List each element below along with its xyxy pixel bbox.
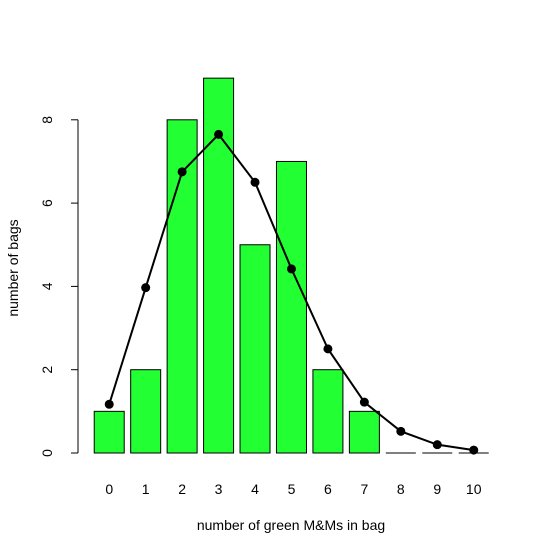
line-point-8: [396, 426, 406, 436]
x-tick-label: 10: [466, 481, 482, 497]
line-point-9: [432, 440, 442, 450]
bar-0: [93, 410, 125, 454]
line-point-6: [323, 344, 333, 354]
bar-1: [130, 369, 162, 454]
x-tick-label: 7: [360, 481, 368, 497]
x-axis-label: number of green M&Ms in bag: [197, 517, 385, 533]
line-point-5: [286, 264, 296, 274]
bars-group: [93, 77, 489, 454]
x-tick-label: 2: [178, 481, 186, 497]
line-point-2: [177, 167, 187, 177]
x-tick-label: 9: [433, 481, 441, 497]
x-tick-label: 0: [105, 481, 113, 497]
bar-3: [203, 77, 235, 454]
line-point-7: [359, 397, 369, 407]
x-tick-label: 4: [251, 481, 259, 497]
x-tick-labels: 0 1 2 3 4 5 6 7 8 9 10: [105, 481, 481, 497]
y-axis-label: number of bags: [5, 219, 21, 316]
x-tick-label: 8: [397, 481, 405, 497]
line-point-0: [104, 399, 114, 409]
y-tick-label: 2: [39, 366, 55, 374]
y-tick-label: 4: [39, 282, 55, 290]
bar-6: [312, 369, 344, 454]
bar-4: [239, 244, 271, 454]
y-axis: 0 2 4 6 8: [39, 116, 79, 457]
line-series-group: [104, 129, 479, 455]
bar-5: [275, 160, 307, 454]
line-point-1: [141, 283, 151, 293]
line-point-10: [469, 445, 479, 455]
y-tick-label: 6: [39, 199, 55, 207]
y-tick-label: 8: [39, 116, 55, 124]
x-tick-label: 6: [324, 481, 332, 497]
x-tick-label: 5: [288, 481, 296, 497]
bar-7: [348, 410, 380, 454]
y-tick-label: 0: [39, 449, 55, 457]
line-point-3: [214, 129, 224, 139]
line-point-4: [250, 177, 260, 187]
x-tick-label: 3: [215, 481, 223, 497]
x-tick-label: 1: [142, 481, 150, 497]
